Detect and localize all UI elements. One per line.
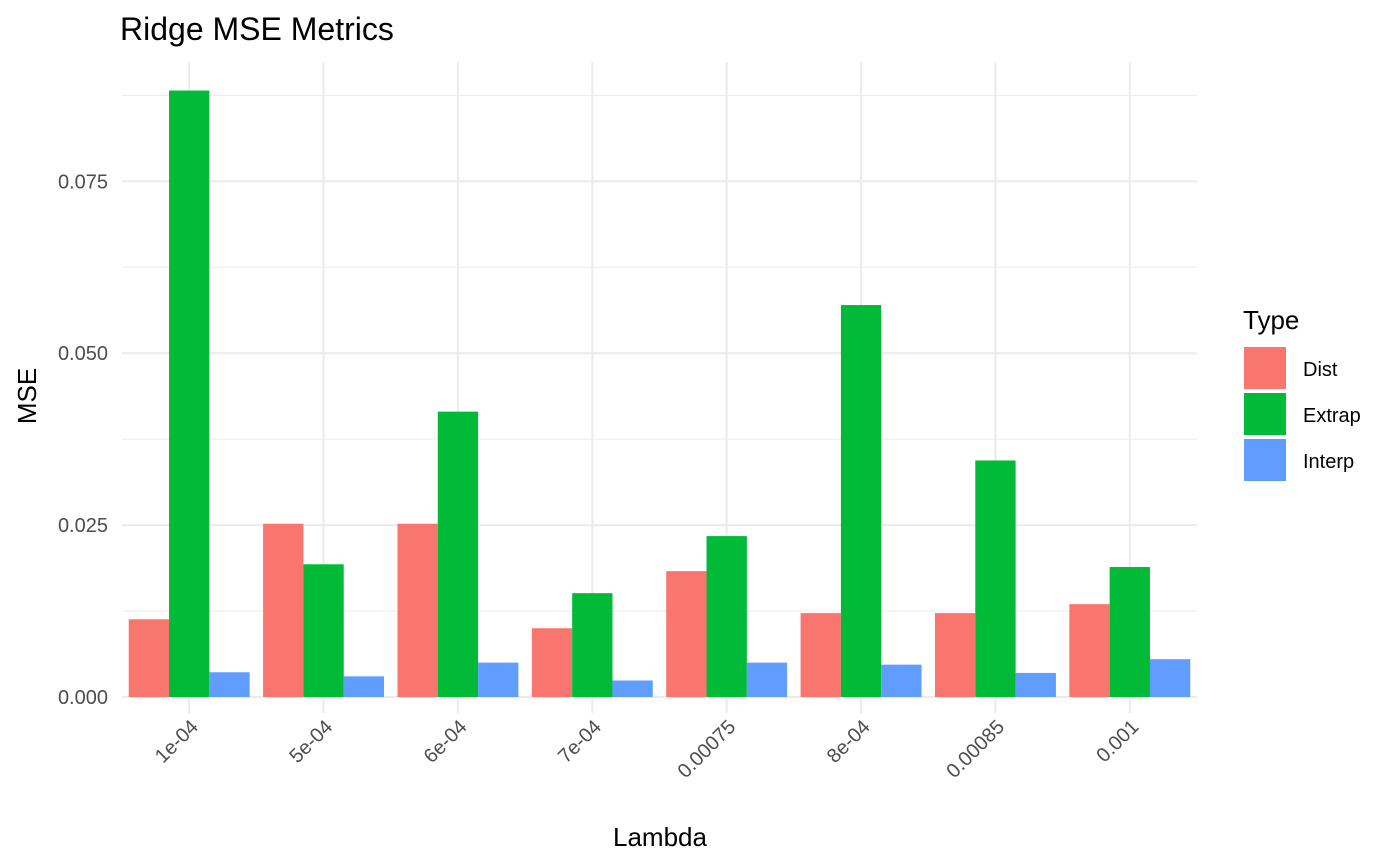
bar-interp bbox=[612, 680, 653, 697]
bar-dist bbox=[666, 571, 707, 697]
bar-interp bbox=[881, 664, 922, 697]
bar-interp bbox=[343, 676, 385, 697]
bar-interp bbox=[1015, 672, 1056, 697]
bar-extrap bbox=[975, 460, 1016, 697]
bars bbox=[128, 90, 1191, 697]
bar-interp bbox=[209, 672, 250, 697]
bar-dist bbox=[263, 523, 304, 697]
y-tick-label: 0.075 bbox=[58, 171, 108, 193]
legend-title: Type bbox=[1243, 305, 1299, 335]
legend-key-interp bbox=[1244, 439, 1286, 481]
bar-extrap bbox=[706, 536, 747, 697]
legend: Type Dist Extrap Interp bbox=[1243, 305, 1361, 481]
chart-title: Ridge MSE Metrics bbox=[120, 11, 394, 47]
bar-interp bbox=[746, 662, 788, 697]
legend-key-dist bbox=[1244, 347, 1286, 389]
legend-label-dist: Dist bbox=[1303, 359, 1338, 381]
bar-extrap bbox=[572, 593, 613, 697]
bar-dist bbox=[934, 613, 976, 697]
bar-dist bbox=[531, 628, 573, 697]
bar-dist bbox=[1069, 604, 1110, 697]
bar-extrap bbox=[437, 411, 479, 697]
bar-extrap bbox=[169, 90, 210, 697]
y-tick-label: 0.050 bbox=[58, 343, 108, 365]
y-tick-label: 0.000 bbox=[58, 687, 108, 709]
x-axis-title: Lambda bbox=[613, 822, 707, 852]
bar-interp bbox=[1149, 659, 1191, 697]
bar-dist bbox=[397, 523, 438, 697]
bar-dist bbox=[128, 619, 170, 697]
bar-extrap bbox=[840, 305, 882, 697]
bar-dist bbox=[800, 613, 841, 697]
y-axis-ticks: 0.000 0.025 0.050 0.075 bbox=[58, 171, 108, 709]
legend-label-extrap: Extrap bbox=[1303, 405, 1361, 427]
legend-key-extrap bbox=[1244, 393, 1286, 435]
y-tick-label: 0.025 bbox=[58, 515, 108, 537]
legend-label-interp: Interp bbox=[1303, 451, 1354, 473]
bar-extrap bbox=[1109, 567, 1150, 697]
bar-extrap bbox=[303, 564, 344, 697]
bar-interp bbox=[478, 662, 519, 697]
y-axis-title: MSE bbox=[12, 368, 42, 424]
